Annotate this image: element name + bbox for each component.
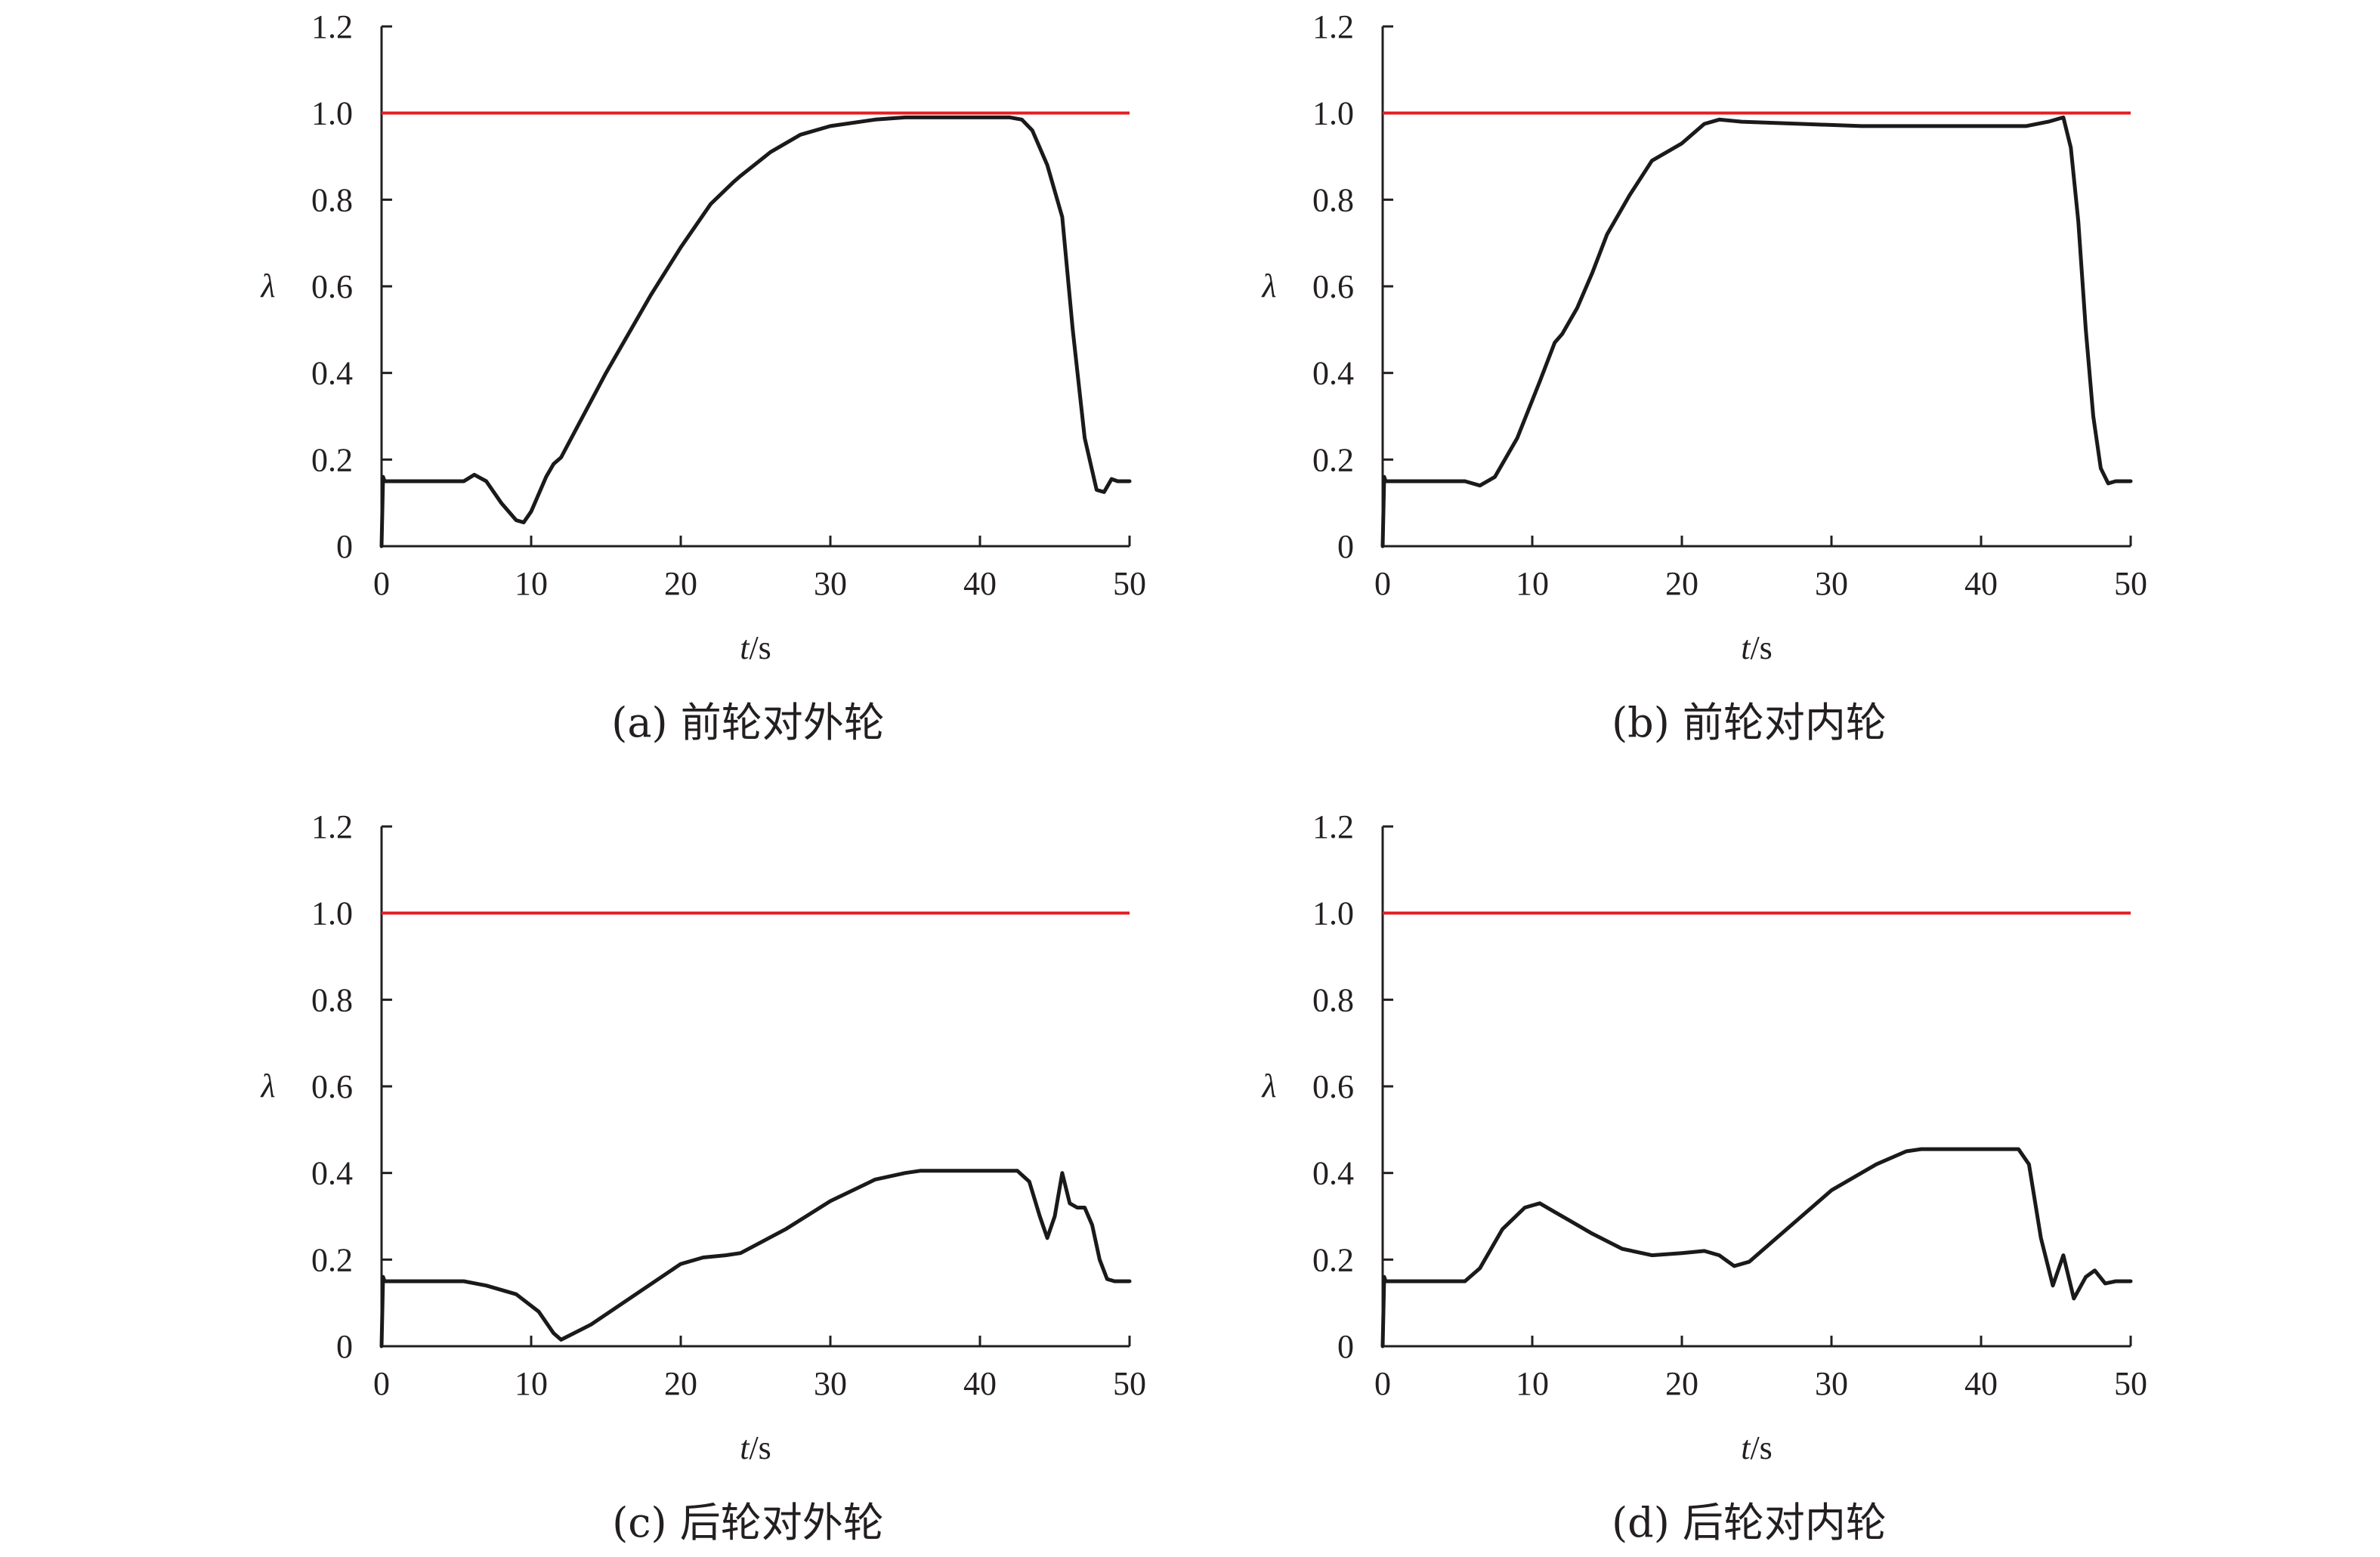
y-tick-label: 1.0 [311, 895, 353, 932]
x-axis-label-unit: /s [1750, 629, 1772, 666]
y-tick-label: 0.6 [1312, 268, 1354, 305]
y-tick-label: 0.2 [1312, 441, 1354, 478]
panel-caption: (d) 后轮对内轮 [1612, 1499, 1887, 1546]
y-tick-label: 0.8 [311, 181, 353, 218]
x-tick-label: 10 [1516, 565, 1549, 602]
chart-panel-c: 0 0.2 0.4 0.6 0.8 1.0 1.2 0 10 20 30 40 50 λ t/s (c) 后轮… [259, 808, 1146, 1546]
x-tick-label: 50 [1113, 565, 1146, 602]
x-tick-label: 40 [1964, 1365, 1998, 1402]
y-axis-label: λ [259, 1067, 275, 1104]
series-line [1380, 115, 2133, 548]
y-tick-label: 1.2 [311, 8, 353, 45]
y-tick-label: 1.0 [1312, 895, 1354, 932]
x-tick-label: 30 [1815, 565, 1848, 602]
x-tick-label: 0 [373, 1365, 390, 1402]
y-axis-label: λ [259, 267, 275, 304]
x-tick-label: 50 [2114, 1365, 2147, 1402]
y-tick-label: 0.8 [311, 981, 353, 1018]
x-axis-label-variable: t [1741, 629, 1751, 666]
series-line [379, 1169, 1132, 1348]
y-tick-label: 0.4 [311, 355, 353, 392]
x-axis-label: t/s [1741, 629, 1773, 666]
x-tick-label: 30 [1815, 1365, 1848, 1402]
x-axis-label: t/s [740, 1429, 771, 1466]
y-tick-label: 0.8 [1312, 981, 1354, 1018]
y-tick-label: 1.0 [311, 95, 353, 132]
y-tick-label: 0.2 [1312, 1241, 1354, 1278]
x-tick-label: 20 [1665, 565, 1698, 602]
x-axis-label-variable: t [740, 1429, 750, 1466]
y-tick-label: 0.4 [311, 1155, 353, 1192]
x-tick-label: 50 [1113, 1365, 1146, 1402]
chart-panel-a: 0 0.2 0.4 0.6 0.8 1.0 1.2 0 10 20 30 40 50 λ t/s (a) 前轮… [259, 8, 1146, 746]
y-tick-label: 0 [336, 1328, 353, 1365]
x-axis-label-variable: t [1741, 1429, 1751, 1466]
x-tick-label: 20 [664, 565, 697, 602]
y-tick-label: 0.4 [1312, 355, 1354, 392]
panel-caption: (c) 后轮对外轮 [612, 1499, 884, 1546]
y-tick-label: 1.2 [311, 808, 353, 845]
chart-panel-d: 0 0.2 0.4 0.6 0.8 1.0 1.2 0 10 20 30 40 50 λ t/s (d) 后轮… [1260, 808, 2147, 1546]
x-tick-label: 40 [963, 565, 997, 602]
y-axis-label: λ [1260, 267, 1276, 304]
y-axis-label: λ [1260, 1067, 1276, 1104]
x-tick-label: 0 [373, 565, 390, 602]
x-axis-label: t/s [740, 629, 771, 666]
y-tick-label: 0.4 [1312, 1155, 1354, 1192]
x-axis-label: t/s [1741, 1429, 1773, 1466]
y-tick-label: 1.0 [1312, 95, 1354, 132]
x-axis-label-unit: /s [749, 1429, 771, 1466]
x-tick-label: 40 [963, 1365, 997, 1402]
y-tick-label: 0.8 [1312, 181, 1354, 218]
y-tick-label: 1.2 [1312, 8, 1354, 45]
x-tick-label: 30 [814, 565, 847, 602]
x-tick-label: 30 [814, 1365, 847, 1402]
y-tick-label: 0.6 [311, 1068, 353, 1105]
y-tick-label: 0.2 [311, 441, 353, 478]
panel-caption: (a) 前轮对外轮 [611, 699, 885, 746]
series-line [379, 115, 1132, 548]
y-tick-label: 0 [336, 528, 353, 565]
y-tick-label: 0 [1337, 528, 1354, 565]
x-tick-label: 40 [1964, 565, 1998, 602]
y-tick-label: 1.2 [1312, 808, 1354, 845]
y-tick-label: 0 [1337, 1328, 1354, 1365]
series-line [1380, 1147, 2133, 1348]
x-tick-label: 50 [2114, 565, 2147, 602]
x-axis-label-unit: /s [1750, 1429, 1772, 1466]
x-tick-label: 10 [515, 1365, 548, 1402]
y-tick-label: 0.6 [311, 268, 353, 305]
y-tick-label: 0.6 [1312, 1068, 1354, 1105]
panel-caption: (b) 前轮对内轮 [1612, 699, 1887, 746]
y-tick-label: 0.2 [311, 1241, 353, 1278]
x-tick-label: 20 [1665, 1365, 1698, 1402]
x-tick-label: 20 [664, 1365, 697, 1402]
x-axis-label-unit: /s [749, 629, 771, 666]
x-tick-label: 0 [1374, 1365, 1391, 1402]
x-tick-label: 10 [515, 565, 548, 602]
chart-panel-b: 0 0.2 0.4 0.6 0.8 1.0 1.2 0 10 20 30 40 50 λ t/s (b) 前轮… [1260, 8, 2147, 746]
x-tick-label: 0 [1374, 565, 1391, 602]
x-axis-label-variable: t [740, 629, 750, 666]
x-tick-label: 10 [1516, 1365, 1549, 1402]
